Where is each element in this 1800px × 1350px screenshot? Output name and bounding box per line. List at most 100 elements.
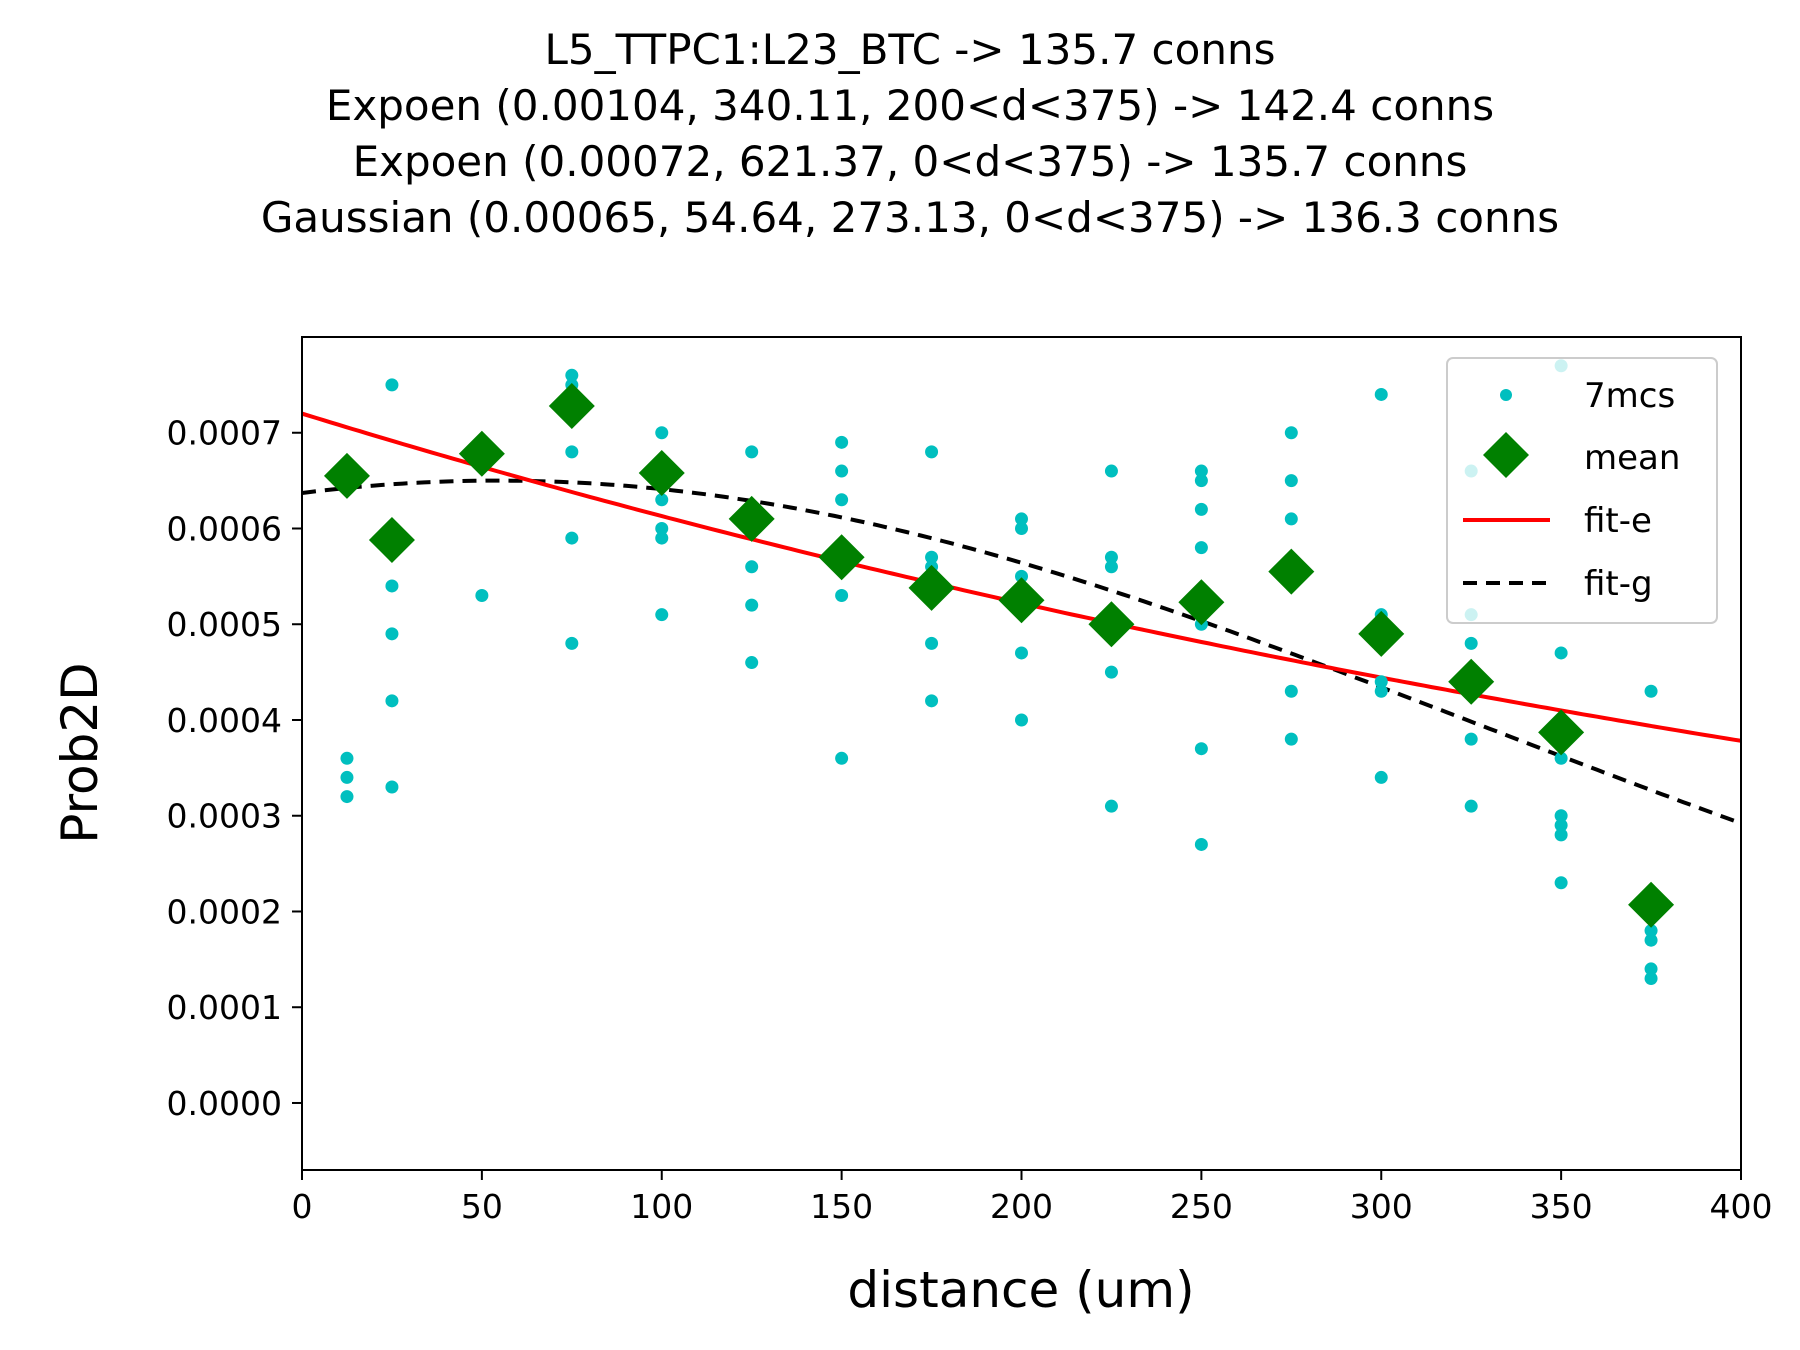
scatter-point: [655, 493, 669, 507]
mean-marker: [368, 516, 415, 563]
fit-g-line: [302, 478, 1741, 826]
scatter-point: [340, 790, 354, 804]
scatter-point: [1464, 636, 1478, 650]
scatter-point: [1374, 684, 1388, 698]
scatter-point: [655, 426, 669, 440]
x-tick-label: 0: [292, 1187, 313, 1226]
scatter-point: [1194, 837, 1208, 851]
x-tick-label: 50: [461, 1187, 503, 1226]
scatter-point: [1015, 512, 1028, 526]
mean-marker: [908, 564, 955, 611]
scatter-point: [1194, 474, 1208, 488]
scatter-point: [655, 531, 669, 545]
legend: 7mcs mean fit-e fit-g: [1446, 357, 1718, 624]
x-tick-label: 350: [1530, 1187, 1593, 1226]
mean-marker: [1268, 548, 1315, 595]
scatter-point: [745, 445, 759, 459]
mean-marker: [458, 430, 505, 477]
scatter-point: [745, 560, 759, 574]
scatter-point: [1104, 799, 1118, 813]
legend-box: [1446, 357, 1718, 624]
y-tick-label: 0.0002: [167, 892, 282, 931]
y-tick-label: 0.0001: [167, 988, 282, 1027]
scatter-point: [1464, 732, 1478, 746]
y-tick-label: 0.0006: [167, 509, 282, 548]
scatter-point: [1284, 684, 1298, 698]
scatter-point: [655, 608, 669, 622]
scatter-point: [835, 435, 849, 449]
y-tick-label: 0.0005: [167, 605, 282, 644]
chart-title: L5_TTPC1:L23_BTC -> 135.7 conns Expoen (…: [0, 22, 1800, 246]
scatter-point: [1554, 646, 1568, 660]
scatter-point: [475, 589, 489, 603]
x-axis-label: distance (um): [847, 1261, 1194, 1319]
scatter-point: [1554, 828, 1568, 842]
scatter-point: [1644, 684, 1658, 698]
y-tick-label: 0.0007: [167, 414, 282, 453]
x-tick-label: 100: [630, 1187, 693, 1226]
scatter-point: [1554, 876, 1568, 890]
scatter-point: [385, 378, 399, 392]
scatter-point: [1644, 924, 1658, 938]
scatter-point: [1554, 751, 1568, 765]
scatter-point: [1554, 809, 1568, 823]
title-line-1: L5_TTPC1:L23_BTC -> 135.7 conns: [544, 25, 1276, 74]
x-axis: 0 50 100 150 200 250 300 350 400: [292, 1170, 1773, 1226]
scatter-point: [1644, 972, 1658, 986]
scatter-point: [745, 656, 759, 670]
title-line-4: Gaussian (0.00065, 54.64, 273.13, 0<d<37…: [260, 193, 1560, 242]
scatter-point: [745, 598, 759, 612]
scatter-point: [1194, 502, 1208, 516]
scatter-point: [1015, 713, 1028, 727]
mean-marker: [1538, 709, 1585, 756]
scatter-point: [385, 694, 399, 708]
scatter-point: [1015, 646, 1028, 660]
x-tick-label: 400: [1710, 1187, 1773, 1226]
scatter-point: [1284, 474, 1298, 488]
scatter-point: [1104, 665, 1118, 679]
y-axis: 0.0000 0.0001 0.0002 0.0003 0.0004 0.0005 0.00…: [167, 414, 302, 1123]
scatter-point: [385, 579, 399, 593]
scatter-point: [1284, 426, 1298, 440]
x-tick-label: 150: [810, 1187, 873, 1226]
scatter-point: [1374, 675, 1388, 689]
scatter-point: [835, 751, 849, 765]
mean-marker: [1178, 579, 1225, 626]
legend-7mcs-marker: [1500, 389, 1512, 401]
scatter-point: [340, 751, 354, 765]
scatter-point: [1644, 962, 1658, 976]
scatter-point: [1554, 818, 1568, 832]
mean-marker: [818, 534, 865, 581]
y-tick-label: 0.0004: [167, 701, 282, 740]
mean-marker: [323, 452, 370, 499]
scatter-point: [1464, 799, 1478, 813]
mean-marker: [1628, 881, 1675, 928]
title-line-2: Expoen (0.00104, 340.11, 200<d<375) -> 1…: [325, 81, 1495, 130]
scatter-point: [1015, 569, 1028, 583]
scatter-point: [925, 445, 939, 459]
scatter-point: [1194, 464, 1208, 478]
mean-marker: [1088, 601, 1135, 648]
scatter-point: [340, 770, 354, 784]
scatter-point: [385, 627, 399, 641]
legend-mean-label: mean: [1584, 438, 1680, 478]
legend-fit-e-label: fit-e: [1584, 501, 1652, 541]
x-tick-label: 300: [1350, 1187, 1413, 1226]
mean-marker: [548, 382, 595, 429]
scatter-point: [925, 636, 939, 650]
scatter-point: [1104, 560, 1118, 574]
scatter-point: [925, 694, 939, 708]
y-tick-label: 0.0000: [167, 1084, 282, 1123]
scatter-point: [1374, 770, 1388, 784]
y-axis-label: Prob2D: [51, 662, 109, 843]
scatter-point: [565, 368, 579, 382]
scatter-point: [1104, 550, 1118, 564]
scatter-point: [1284, 732, 1298, 746]
scatter-point: [1194, 742, 1208, 756]
scatter-point: [1015, 521, 1028, 535]
scatter-point: [385, 780, 399, 794]
scatter-point: [565, 445, 579, 459]
scatter-point: [1194, 541, 1208, 555]
legend-7mcs-label: 7mcs: [1584, 376, 1675, 416]
